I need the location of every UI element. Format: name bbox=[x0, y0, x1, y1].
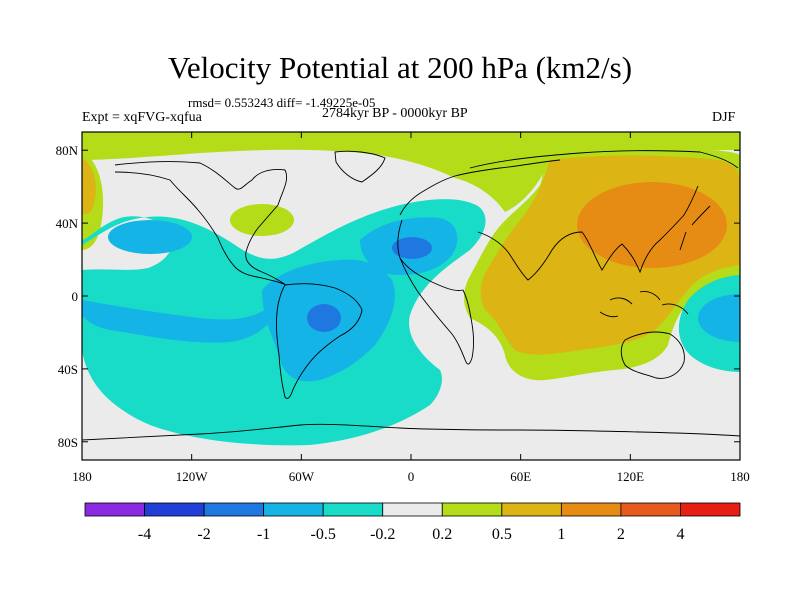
x-tick-label: 60W bbox=[289, 469, 315, 484]
colorbar-label: 4 bbox=[676, 526, 684, 543]
x-tick-label: 180 bbox=[72, 469, 92, 484]
experiment-label: Expt = xqFVG-xqfua bbox=[82, 110, 202, 125]
plot-title: Velocity Potential at 200 hPa (km2/s) bbox=[167, 50, 633, 85]
y-tick-label: 40S bbox=[58, 362, 78, 377]
colorbar-label: -0.5 bbox=[311, 526, 336, 543]
contour-field bbox=[82, 132, 740, 460]
colorbar-label: 0.2 bbox=[432, 526, 452, 543]
y-tick-label: 80S bbox=[58, 435, 78, 450]
colorbar-swatch bbox=[322, 502, 384, 517]
colorbar-swatch bbox=[263, 502, 324, 517]
coast-japan bbox=[679, 205, 711, 251]
contour-wpac-neg-2 bbox=[698, 294, 740, 342]
contour-africa-neg-3 bbox=[392, 237, 432, 259]
season-label: DJF bbox=[712, 110, 736, 125]
y-tick-label: 40N bbox=[56, 216, 79, 231]
y-tick-label: 0 bbox=[72, 289, 79, 304]
contour-npac-neg-1 bbox=[108, 220, 192, 254]
colorbar-swatch bbox=[203, 502, 265, 517]
colorbar-swatch bbox=[84, 502, 145, 517]
contour-epac-neg-2 bbox=[82, 300, 276, 343]
coast-europe-africa bbox=[397, 159, 561, 365]
coast-eurasia bbox=[469, 150, 739, 281]
colorbar-label: -1 bbox=[257, 526, 270, 543]
period-label: 2784kyr BP - 0000kyr BP bbox=[322, 106, 468, 121]
colorbar-swatch bbox=[680, 502, 741, 517]
colorbar-label: 0.5 bbox=[492, 526, 512, 543]
coast-antarctica bbox=[82, 423, 740, 441]
axis-ticks: 180 120W 60W 0 60E 120E 180 80N 40N 0 40S 80S bbox=[56, 132, 750, 484]
colorbar-label: -4 bbox=[138, 526, 151, 543]
colorbar-swatch bbox=[560, 502, 622, 517]
coast-maritime-continent bbox=[599, 291, 689, 318]
coast-north-america bbox=[114, 161, 288, 286]
colorbar-swatch bbox=[382, 502, 443, 517]
colorbar-label: 1 bbox=[557, 526, 565, 543]
y-tick-label: 80N bbox=[56, 143, 79, 158]
colorbar-label: -0.2 bbox=[370, 526, 395, 543]
x-tick-label: 180 bbox=[730, 469, 750, 484]
x-tick-label: 120E bbox=[617, 469, 645, 484]
contour-west-orange bbox=[82, 158, 96, 215]
x-tick-label: 60E bbox=[510, 469, 531, 484]
x-tick-label: 120W bbox=[176, 469, 209, 484]
colorbar-label: 2 bbox=[617, 526, 625, 543]
coast-south-america bbox=[276, 283, 363, 399]
contour-brazil-neg-3 bbox=[307, 304, 341, 332]
contour-namerica-positive bbox=[230, 204, 294, 236]
x-tick-label: 0 bbox=[408, 469, 415, 484]
rmsd-diff-stats: rmsd= 0.553243 diff= -1.49225e-05 bbox=[188, 95, 376, 110]
coast-australia bbox=[620, 331, 685, 379]
contour-asia-darkorange bbox=[577, 182, 727, 268]
colorbar-swatch bbox=[620, 502, 681, 517]
coast-greenland bbox=[334, 150, 386, 183]
colorbar: -4 -2 -1 -0.5 -0.2 0.2 0.5 1 2 4 bbox=[84, 502, 741, 543]
colorbar-swatch bbox=[144, 502, 205, 517]
coastlines bbox=[82, 150, 740, 441]
colorbar-label: -2 bbox=[197, 526, 210, 543]
colorbar-swatch bbox=[501, 502, 562, 517]
colorbar-swatch bbox=[441, 502, 503, 517]
